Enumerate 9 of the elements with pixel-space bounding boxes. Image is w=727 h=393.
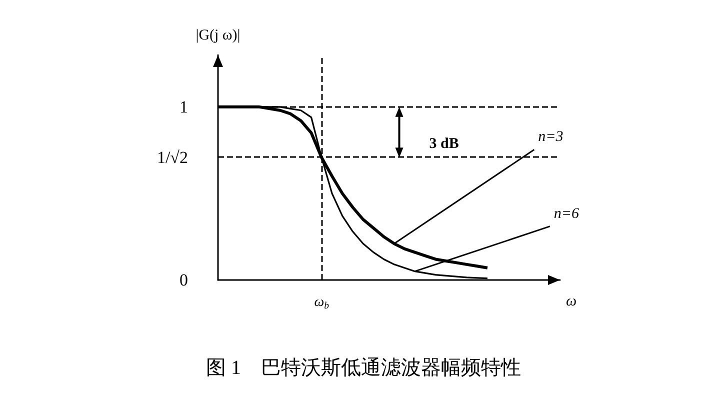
x-axis-title: ω	[566, 294, 577, 310]
y-tick-label: 1	[180, 97, 188, 116]
y-axis-title: |G(j ω)|	[196, 28, 240, 44]
text: n=3	[538, 129, 564, 146]
y-tick-label: 1/√2	[156, 148, 188, 168]
text: 图 1 巴特沃斯低通滤波器幅频特性	[206, 357, 521, 379]
annotation: 3 dB	[429, 136, 459, 152]
text: n=6	[554, 206, 580, 222]
y-tick-label: 0	[180, 270, 188, 290]
